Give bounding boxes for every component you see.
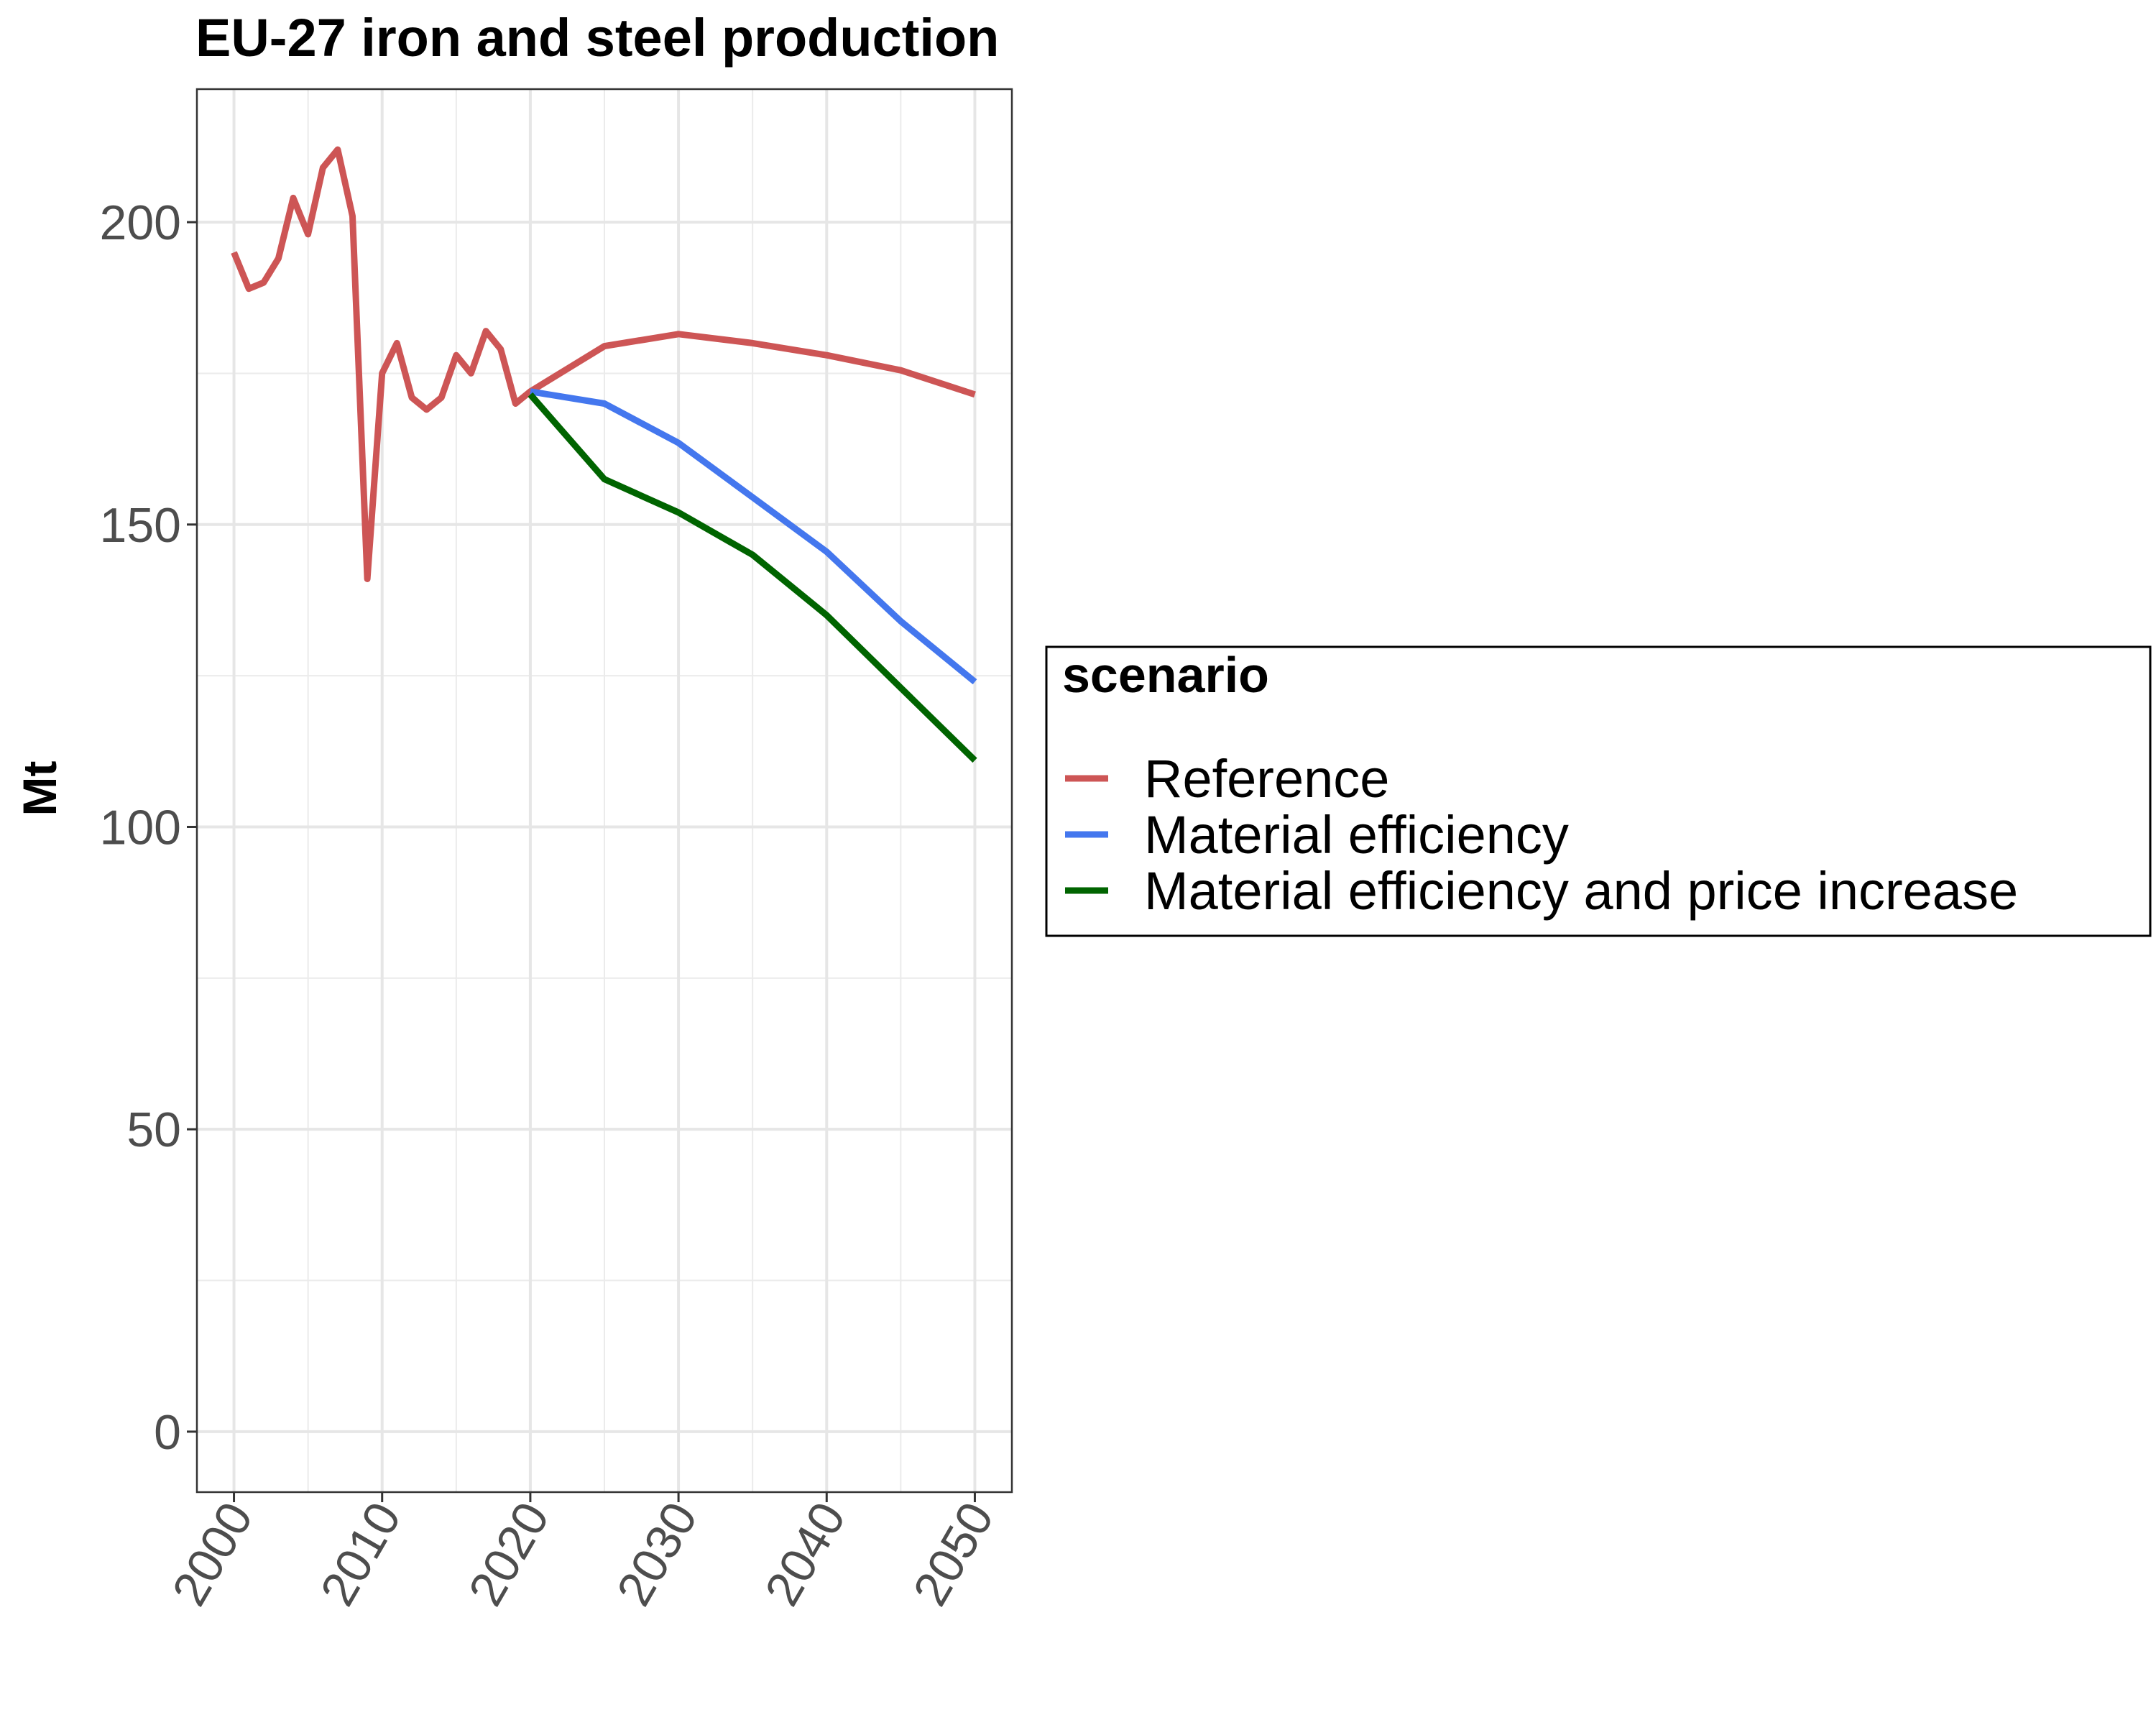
y-axis: 0 50 100 150 200	[100, 196, 197, 1460]
series-line-2	[530, 388, 977, 685]
y-axis-label: Mt	[13, 761, 66, 816]
y-tick-label: 0	[154, 1405, 181, 1460]
x-tick-label: 2040	[755, 1494, 856, 1615]
legend-title: scenario	[1062, 647, 1269, 703]
series-line-3	[528, 392, 977, 763]
y-tick-label: 150	[100, 498, 181, 553]
legend-label-1: Reference	[1144, 749, 1389, 809]
x-tick-label: 2020	[458, 1494, 559, 1615]
series-line-1	[231, 146, 976, 582]
y-tick-label: 100	[100, 800, 181, 855]
x-tick-label: 2050	[903, 1494, 1004, 1615]
legend-label-3: Material efficiency and price increase	[1144, 861, 2018, 921]
x-tick-label: 2000	[162, 1494, 263, 1615]
legend-box	[1045, 645, 2152, 937]
legend-label-2: Material efficiency	[1144, 805, 1569, 865]
y-tick-label: 50	[126, 1103, 181, 1157]
series-lines	[231, 146, 977, 763]
x-tick-label: 2010	[310, 1494, 411, 1615]
y-tick-label: 200	[100, 196, 181, 250]
x-axis: 2000 2010 2020 2030 2040 2050	[162, 1492, 1004, 1615]
grid	[197, 89, 1012, 1492]
chart-title: EU-27 iron and steel production	[195, 8, 999, 68]
plot-panel-border	[195, 88, 1013, 1494]
x-tick-label: 2030	[607, 1494, 708, 1615]
